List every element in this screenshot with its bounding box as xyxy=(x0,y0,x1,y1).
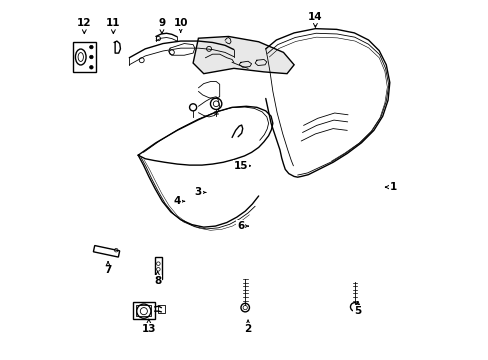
Circle shape xyxy=(89,45,93,49)
Text: 3: 3 xyxy=(194,188,205,197)
Text: 14: 14 xyxy=(307,12,322,27)
Text: 9: 9 xyxy=(158,18,165,33)
Text: 5: 5 xyxy=(354,302,361,316)
Bar xyxy=(72,42,96,72)
Bar xyxy=(155,257,162,279)
Bar xyxy=(157,305,164,312)
Text: 13: 13 xyxy=(141,319,156,334)
Text: 8: 8 xyxy=(154,271,161,286)
Text: 7: 7 xyxy=(104,261,111,275)
Text: 10: 10 xyxy=(173,18,187,32)
Text: 2: 2 xyxy=(244,320,251,334)
Text: 4: 4 xyxy=(173,196,184,206)
Text: 1: 1 xyxy=(385,182,396,192)
Polygon shape xyxy=(193,36,293,74)
Text: 11: 11 xyxy=(106,18,121,33)
Circle shape xyxy=(89,55,93,59)
Text: 6: 6 xyxy=(237,221,248,231)
Bar xyxy=(93,246,120,257)
Bar xyxy=(133,302,155,319)
Text: 15: 15 xyxy=(233,161,250,171)
Circle shape xyxy=(89,66,93,69)
Bar xyxy=(136,305,151,316)
Text: 12: 12 xyxy=(77,18,91,33)
